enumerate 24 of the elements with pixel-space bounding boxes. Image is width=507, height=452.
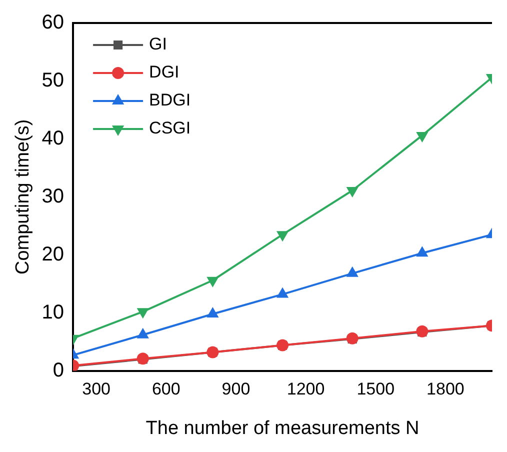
y-tick-label: 10 bbox=[42, 301, 64, 324]
point bbox=[347, 187, 358, 197]
x-tick-label: 1500 bbox=[356, 380, 395, 399]
legend-label: BDGI bbox=[149, 90, 191, 110]
y-tick-label: 50 bbox=[42, 69, 64, 92]
y-tick-label: 40 bbox=[42, 127, 64, 150]
y-tick-label: 30 bbox=[42, 185, 64, 208]
x-tick-label: 1200 bbox=[286, 380, 325, 399]
y-axis-title: Computing time(s) bbox=[12, 119, 34, 275]
x-axis-title: The number of measurements N bbox=[146, 418, 420, 439]
y-tick-label: 60 bbox=[42, 12, 64, 34]
legend-label: DGI bbox=[149, 62, 180, 82]
x-tick-label: 300 bbox=[82, 380, 111, 399]
x-tick-label: 900 bbox=[222, 380, 250, 399]
y-tick-label: 20 bbox=[42, 243, 64, 266]
point bbox=[207, 308, 218, 318]
legend-label: CSGI bbox=[149, 118, 191, 138]
x-tick-label: 1800 bbox=[426, 380, 464, 399]
x-tick-label: 600 bbox=[152, 380, 180, 399]
point bbox=[277, 231, 288, 241]
point bbox=[277, 288, 288, 298]
legend-label: GI bbox=[149, 34, 167, 54]
y-tick-label: 0 bbox=[52, 359, 64, 382]
point bbox=[207, 276, 218, 286]
